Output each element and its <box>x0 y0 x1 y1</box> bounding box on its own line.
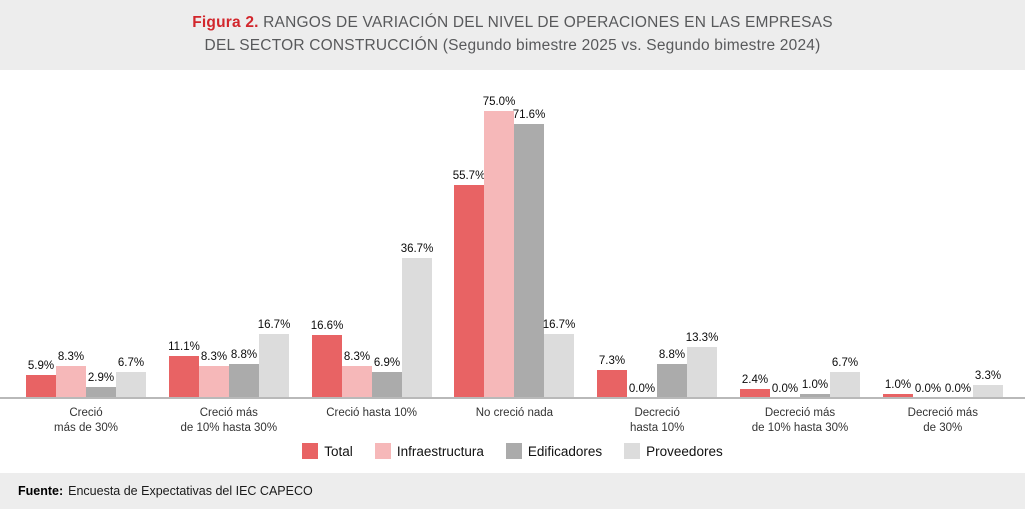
bar-total-0 <box>26 375 56 398</box>
bar-value-label: 3.3% <box>974 370 1002 382</box>
source-label: Fuente: <box>18 484 64 498</box>
category-label: Decreció más de 10% hasta 30% <box>751 407 849 434</box>
bar-total-5 <box>740 389 770 398</box>
category-label: Creció hasta 10% <box>326 407 417 419</box>
legend-swatch-infraestructura <box>374 443 391 459</box>
bar-value-label: 8.3% <box>343 351 371 363</box>
bar-value-label: 0.0% <box>914 383 942 395</box>
bar-edificadores-0 <box>86 387 116 398</box>
chart-legend: Total Infraestructura Edificadores Proveedo… <box>0 440 1025 462</box>
bar-edificadores-5 <box>800 394 830 398</box>
bar-value-label: 0.0% <box>628 383 656 395</box>
bar-value-label: 11.1% <box>168 341 200 353</box>
bar-edificadores-4 <box>657 364 687 398</box>
legend-label-infraestructura: Infraestructura <box>396 443 484 459</box>
figure-title-line1: Figura 2. RANGOS DE VARIACIÓN DEL NIVEL … <box>0 11 1025 34</box>
bar-value-label: 36.7% <box>400 243 434 255</box>
bar-value-label: 2.4% <box>741 374 769 386</box>
bar-value-label: 55.7% <box>452 170 486 182</box>
bar-total-3 <box>454 185 484 398</box>
bar-infraestructura-3 <box>484 111 514 398</box>
bar-value-label: 0.0% <box>944 383 972 395</box>
bar-total-1 <box>169 356 199 398</box>
bar-value-label: 6.7% <box>831 357 859 369</box>
bar-value-label: 0.0% <box>771 383 799 395</box>
figure-number-label: Figura 2. <box>192 14 259 31</box>
bar-value-label: 8.3% <box>200 351 228 363</box>
bar-value-label: 6.7% <box>117 357 145 369</box>
bar-value-label: 8.8% <box>230 349 258 361</box>
bar-value-label: 1.0% <box>884 379 912 391</box>
bar-proveedores-3 <box>544 334 574 398</box>
bar-infraestructura-1 <box>199 366 229 398</box>
bar-infraestructura-0 <box>56 366 86 398</box>
bar-value-label: 8.3% <box>57 351 85 363</box>
bar-value-label: 2.9% <box>87 372 115 384</box>
bar-value-label: 16.7% <box>542 319 576 331</box>
category-label: Decreció más de 30% <box>907 407 978 434</box>
bar-proveedores-6 <box>973 385 1003 398</box>
figure-title-line2: DEL SECTOR CONSTRUCCIÓN (Segundo bimestr… <box>204 37 821 54</box>
bar-value-label: 13.3% <box>685 332 719 344</box>
legend-swatch-total <box>302 443 319 459</box>
category-label: Creció más de 30% <box>54 407 118 434</box>
bar-value-label: 75.0% <box>482 96 516 108</box>
bar-edificadores-3 <box>514 124 544 398</box>
legend-swatch-proveedores <box>624 443 641 459</box>
legend-label-total: Total <box>324 443 353 459</box>
bar-proveedores-4 <box>687 347 717 398</box>
figure-header: Figura 2. RANGOS DE VARIACIÓN DEL NIVEL … <box>0 0 1025 70</box>
legend-swatch-edificadores <box>505 443 522 459</box>
category-axis: Creció más de 30% Creció más de 10% hasta 3… <box>0 406 1025 440</box>
bar-proveedores-0 <box>116 372 146 398</box>
bar-proveedores-1 <box>259 334 289 398</box>
source-text: Encuesta de Expectativas del IEC CAPECO <box>68 484 313 498</box>
legend-label-proveedores: Proveedores <box>646 443 723 459</box>
bar-value-label: 6.9% <box>373 357 401 369</box>
legend-item-infraestructura: Infraestructura <box>374 443 484 459</box>
bar-total-2 <box>312 335 342 398</box>
bar-value-label: 5.9% <box>27 360 55 372</box>
bar-total-4 <box>597 370 627 398</box>
bar-proveedores-2 <box>402 258 432 398</box>
bar-infraestructura-2 <box>342 366 372 398</box>
category-label: No creció nada <box>475 407 554 419</box>
x-axis-line <box>0 397 1025 399</box>
legend-item-total: Total <box>302 443 353 459</box>
bar-edificadores-1 <box>229 364 259 398</box>
category-label: Creció más de 10% hasta 30% <box>180 407 278 434</box>
bar-value-label: 7.3% <box>598 355 626 367</box>
bar-value-label: 16.7% <box>257 319 291 331</box>
bar-value-label: 1.0% <box>801 379 829 391</box>
legend-label-edificadores: Edificadores <box>527 443 603 459</box>
bar-total-6 <box>883 394 913 398</box>
source-footer: Fuente: Encuesta de Expectativas del IEC… <box>0 473 1025 509</box>
bar-edificadores-2 <box>372 372 402 398</box>
figure-title-text1: RANGOS DE VARIACIÓN DEL NIVEL DE OPERACI… <box>258 14 833 31</box>
bar-value-label: 16.6% <box>310 320 344 332</box>
legend-item-proveedores: Proveedores <box>624 443 723 459</box>
bar-value-label: 8.8% <box>658 349 686 361</box>
category-label: Decreció hasta 10% <box>630 407 685 434</box>
legend-item-edificadores: Edificadores <box>505 443 603 459</box>
bar-value-label: 71.6% <box>512 109 546 121</box>
bar-proveedores-5 <box>830 372 860 398</box>
plot-area: 5.9% 8.3% 2.9% 6.7% 11.1% 8.3% 8.8% 16.7% 16.6% 8… <box>0 70 1025 398</box>
